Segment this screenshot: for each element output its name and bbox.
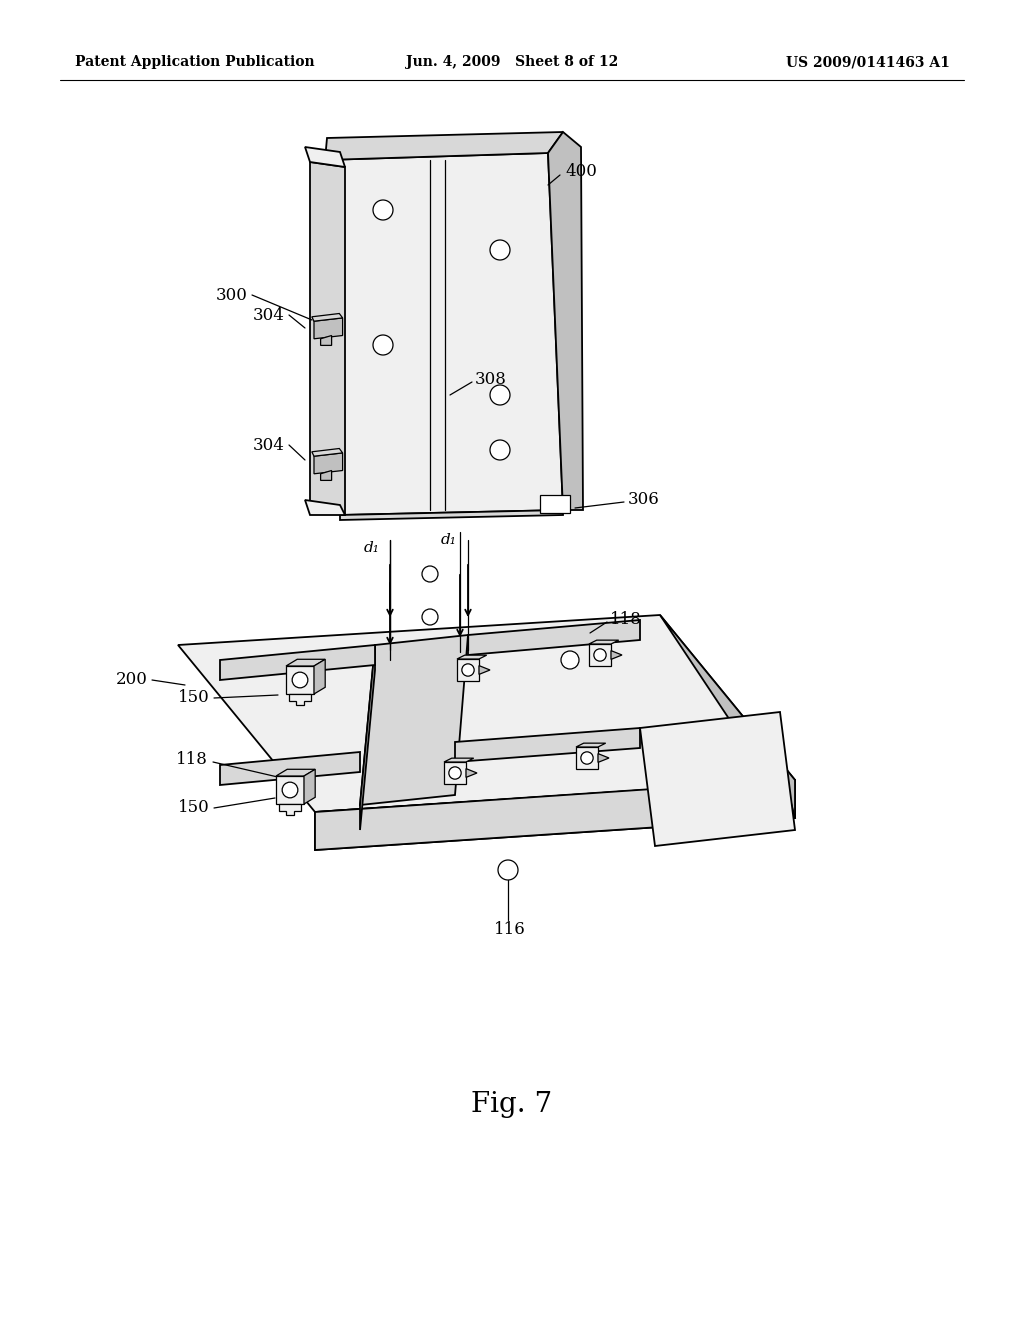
Circle shape (373, 335, 393, 355)
Text: 116: 116 (495, 921, 526, 939)
Polygon shape (589, 644, 611, 667)
Circle shape (422, 566, 438, 582)
Text: 118: 118 (610, 611, 642, 628)
Polygon shape (311, 314, 343, 321)
Polygon shape (305, 500, 345, 515)
Polygon shape (304, 770, 315, 804)
Polygon shape (321, 470, 332, 480)
Polygon shape (220, 645, 375, 680)
Polygon shape (310, 162, 345, 515)
Polygon shape (660, 615, 795, 818)
Polygon shape (360, 645, 375, 830)
Polygon shape (457, 655, 486, 659)
Polygon shape (276, 776, 304, 804)
Polygon shape (315, 780, 795, 850)
Circle shape (422, 609, 438, 624)
Circle shape (498, 861, 518, 880)
Polygon shape (444, 762, 466, 784)
Circle shape (373, 201, 393, 220)
Text: Patent Application Publication: Patent Application Publication (75, 55, 314, 69)
Text: Jun. 4, 2009   Sheet 8 of 12: Jun. 4, 2009 Sheet 8 of 12 (406, 55, 618, 69)
Text: Fig. 7: Fig. 7 (471, 1092, 553, 1118)
Text: 118: 118 (176, 751, 208, 768)
Polygon shape (325, 132, 563, 160)
Circle shape (594, 649, 606, 661)
Polygon shape (640, 711, 795, 846)
Polygon shape (455, 729, 640, 762)
Polygon shape (548, 132, 583, 510)
Circle shape (490, 240, 510, 260)
Polygon shape (314, 453, 343, 474)
Polygon shape (314, 659, 326, 694)
Circle shape (561, 651, 579, 669)
Polygon shape (575, 747, 598, 770)
Circle shape (283, 783, 298, 797)
Text: 300: 300 (216, 286, 248, 304)
Circle shape (292, 672, 308, 688)
Text: 150: 150 (178, 689, 210, 706)
Polygon shape (276, 770, 315, 776)
Polygon shape (340, 510, 563, 520)
Polygon shape (314, 318, 343, 339)
Text: 200: 200 (116, 672, 148, 689)
Text: 306: 306 (628, 491, 659, 508)
Polygon shape (575, 743, 606, 747)
Polygon shape (540, 495, 570, 513)
Polygon shape (321, 335, 332, 346)
Polygon shape (598, 754, 609, 763)
Text: d₁: d₁ (441, 533, 457, 546)
Text: 304: 304 (253, 306, 285, 323)
Text: 308: 308 (475, 371, 507, 388)
Polygon shape (468, 620, 640, 655)
Polygon shape (220, 752, 360, 785)
Polygon shape (479, 665, 490, 675)
Polygon shape (466, 768, 477, 777)
Polygon shape (360, 635, 468, 805)
Polygon shape (289, 694, 311, 705)
Polygon shape (325, 153, 563, 515)
Polygon shape (444, 758, 474, 762)
Text: d₁: d₁ (365, 541, 380, 554)
Circle shape (490, 440, 510, 459)
Circle shape (581, 752, 593, 764)
Polygon shape (611, 651, 622, 660)
Polygon shape (279, 804, 301, 816)
Text: 150: 150 (178, 800, 210, 817)
Polygon shape (286, 659, 326, 667)
Circle shape (449, 767, 461, 779)
Text: 304: 304 (253, 437, 285, 454)
Text: 400: 400 (565, 164, 597, 181)
Circle shape (462, 664, 474, 676)
Polygon shape (286, 667, 314, 694)
Polygon shape (305, 147, 345, 168)
Polygon shape (315, 780, 795, 850)
Circle shape (490, 385, 510, 405)
Polygon shape (457, 659, 479, 681)
Polygon shape (178, 615, 795, 812)
Polygon shape (311, 449, 343, 457)
Polygon shape (589, 640, 618, 644)
Text: US 2009/0141463 A1: US 2009/0141463 A1 (786, 55, 950, 69)
